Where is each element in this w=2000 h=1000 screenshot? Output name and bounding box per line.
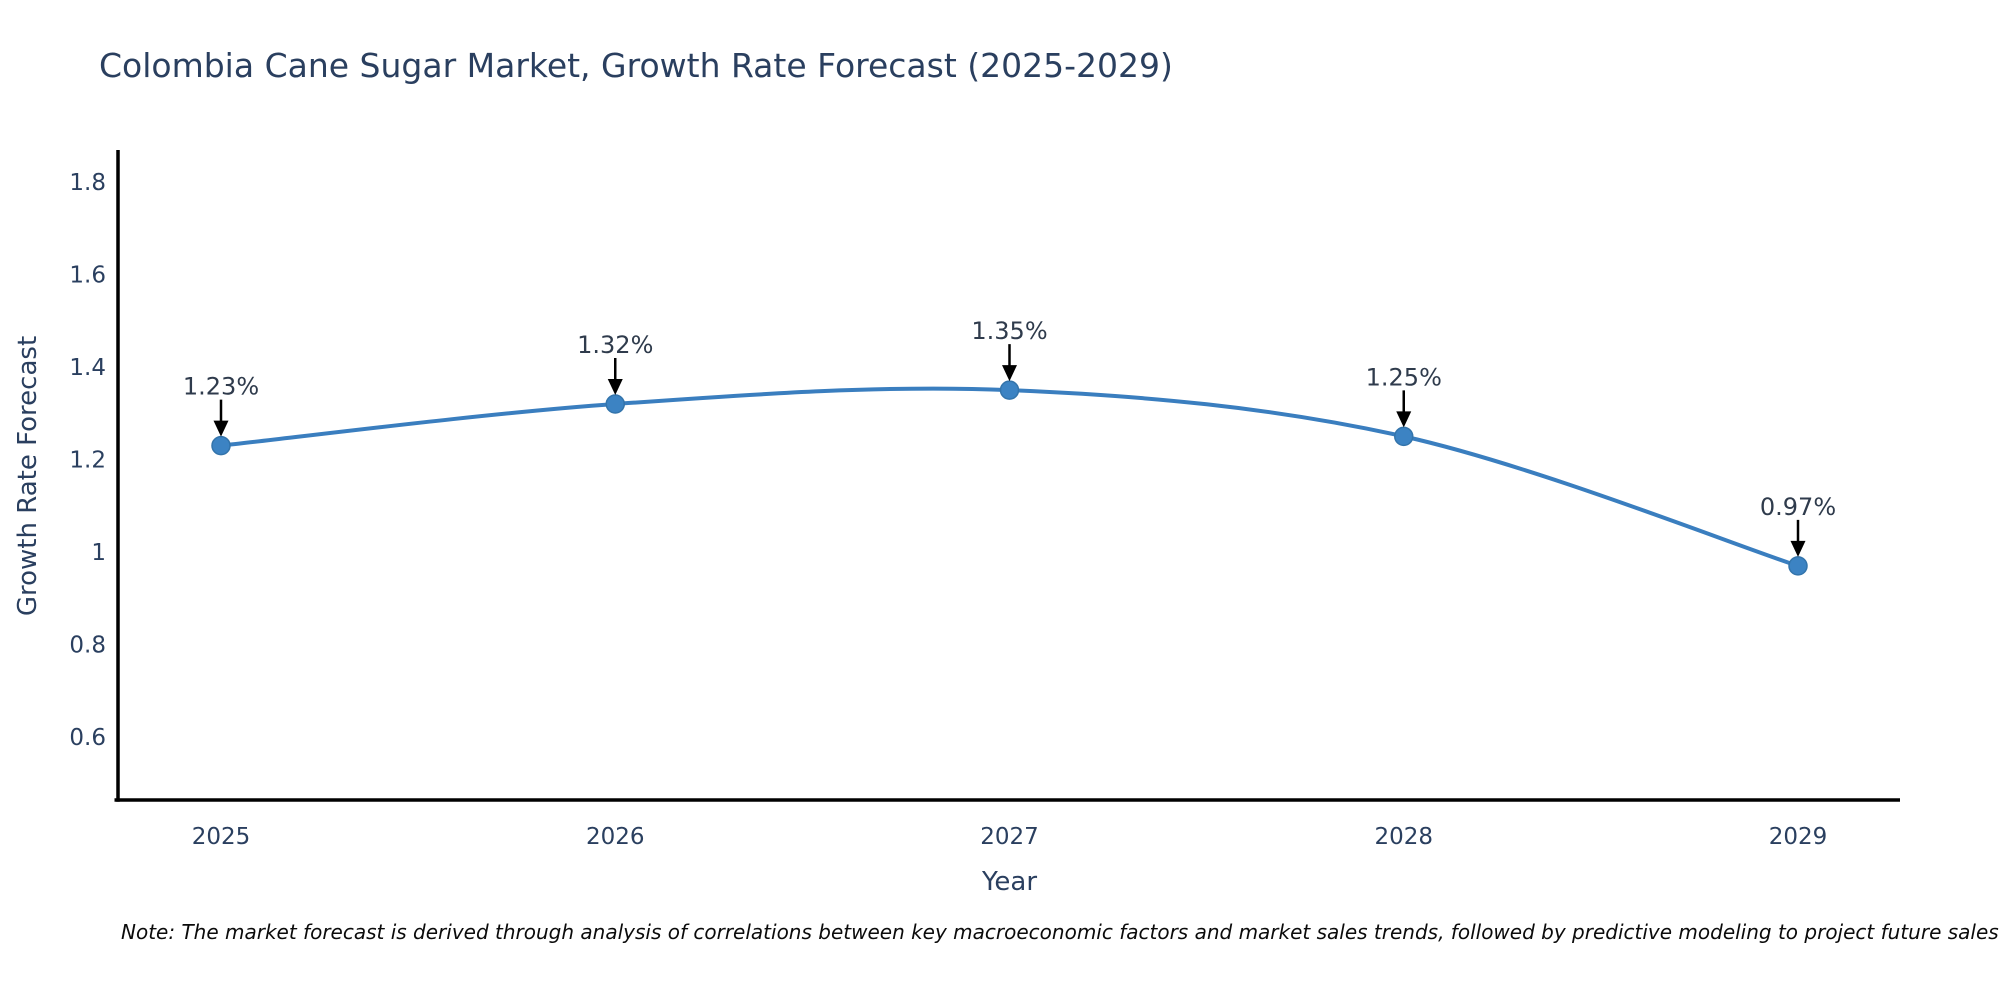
y-tick-label: 0.6 <box>69 725 106 751</box>
y-tick-label: 0.8 <box>69 633 106 659</box>
annotation-label: 0.97% <box>1760 493 1836 521</box>
x-tick-label: 2028 <box>1374 824 1433 850</box>
y-tick-label: 1 <box>91 540 106 566</box>
y-tick-label: 1.8 <box>69 170 106 196</box>
annotation-label: 1.23% <box>183 373 259 401</box>
y-tick-label: 1.4 <box>69 355 106 381</box>
trend-line <box>219 386 1800 568</box>
annotation-label: 1.25% <box>1366 363 1442 391</box>
x-tick-label: 2025 <box>192 824 251 850</box>
chart-title: Colombia Cane Sugar Market, Growth Rate … <box>99 46 1173 85</box>
annotation-arrowhead <box>607 379 623 395</box>
y-axis-title: Growth Rate Forecast <box>13 336 43 616</box>
footnote: Note: The market forecast is derived thr… <box>121 920 1999 944</box>
data-point-marker <box>605 394 625 414</box>
x-axis-title: Year <box>981 867 1037 897</box>
x-tick-label: 2029 <box>1769 824 1828 850</box>
data-point-marker <box>1394 426 1414 447</box>
data-point-marker <box>211 435 231 456</box>
annotation-arrowhead <box>1790 540 1806 557</box>
annotation-arrowhead <box>213 420 229 437</box>
data-point-marker <box>999 380 1020 400</box>
annotation-label: 1.35% <box>971 317 1047 345</box>
y-tick-label: 1.2 <box>69 448 106 474</box>
x-tick-label: 2027 <box>980 824 1039 850</box>
x-tick-label: 2026 <box>586 824 645 850</box>
annotation-label: 1.32% <box>577 331 653 359</box>
annotation-arrowhead <box>1396 411 1412 428</box>
data-point-marker <box>1788 556 1808 576</box>
y-tick-label: 1.6 <box>69 263 106 289</box>
annotation-arrowhead <box>1002 365 1017 382</box>
